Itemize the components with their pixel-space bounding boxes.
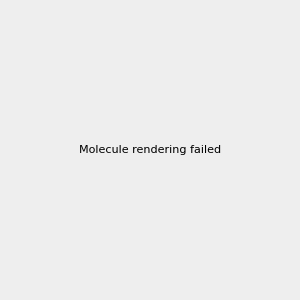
Text: Molecule rendering failed: Molecule rendering failed	[79, 145, 221, 155]
